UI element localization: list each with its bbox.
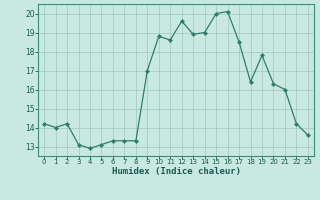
X-axis label: Humidex (Indice chaleur): Humidex (Indice chaleur) xyxy=(111,167,241,176)
